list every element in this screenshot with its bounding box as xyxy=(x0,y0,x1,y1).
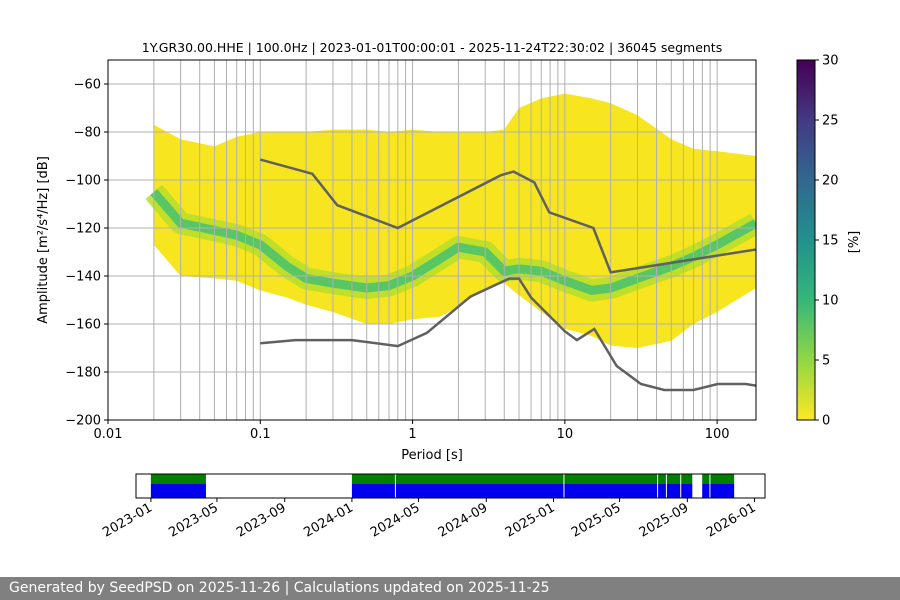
footer-bar: Generated by SeedPSD on 2025-11-26 | Cal… xyxy=(0,577,900,600)
y-axis-ticks: −200 −180 −160 −140 −120 −100 −80 −60 xyxy=(65,78,108,429)
x-tick-label: 10 xyxy=(557,427,574,442)
timeline-bar-availability-blue xyxy=(150,484,206,498)
horizontal-gridlines xyxy=(108,83,756,420)
timeline-tick-label: 2023-01 xyxy=(100,500,155,540)
colorbar-tick-label: 10 xyxy=(822,294,839,309)
timeline-tick-label: 2023-05 xyxy=(166,500,221,540)
x-tick-label: 100 xyxy=(705,427,730,442)
timeline-tick-label: 2024-09 xyxy=(436,500,491,540)
timeline-bar-availability-green xyxy=(351,474,693,484)
y-tick-label: −180 xyxy=(65,366,101,381)
x-tick-label: 0.01 xyxy=(94,427,123,442)
colorbar: 0 5 10 15 20 25 30 [%] xyxy=(796,54,862,429)
colorbar-tick-label: 5 xyxy=(822,354,830,369)
y-tick-label: −80 xyxy=(74,126,101,141)
timeline-tick-label: 2026-01 xyxy=(704,500,759,540)
y-axis-label: Amplitude [m²/s⁴/Hz] [dB] xyxy=(36,156,51,324)
colorbar-ticks: 0 5 10 15 20 25 30 xyxy=(815,54,839,429)
y-tick-label: −120 xyxy=(65,222,101,237)
chart-title: 1Y.GR30.00.HHE | 100.0Hz | 2023-01-01T00… xyxy=(142,40,722,55)
y-tick-label: −200 xyxy=(65,414,101,429)
colorbar-tick-label: 25 xyxy=(822,114,839,129)
timeline-bars xyxy=(150,474,735,498)
timeline-tick-label: 2025-05 xyxy=(569,500,624,540)
timeline-bar-availability-blue xyxy=(702,484,735,498)
colorbar-gradient xyxy=(796,59,816,421)
timeline-bar-availability-blue xyxy=(351,484,693,498)
colorbar-label: [%] xyxy=(847,231,862,254)
y-tick-label: −100 xyxy=(65,174,101,189)
plot-frame xyxy=(107,59,757,421)
timeline-bar-availability-green xyxy=(702,474,735,484)
psd-plot-area xyxy=(107,59,757,421)
psd-chart: 1Y.GR30.00.HHE | 100.0Hz | 2023-01-01T00… xyxy=(36,40,862,541)
nhnm-curve xyxy=(259,158,756,274)
timeline-tick-label: 2024-05 xyxy=(368,500,423,540)
y-tick-label: −160 xyxy=(65,318,101,333)
timeline-tick-label: 2025-09 xyxy=(637,500,692,540)
colorbar-tick-label: 0 xyxy=(822,414,830,429)
vertical-gridlines xyxy=(108,60,718,420)
colorbar-tick-label: 15 xyxy=(822,234,839,249)
nlnm-curve xyxy=(260,277,756,392)
y-tick-label: −60 xyxy=(74,78,101,93)
x-tick-label: 0.1 xyxy=(250,427,271,442)
availability-timeline: 2023-01 2023-05 2023-09 2024-01 2024-05 2024-… xyxy=(100,473,766,541)
y-tick-label: −140 xyxy=(65,270,101,285)
colorbar-tick-label: 30 xyxy=(822,54,839,69)
timeline-bar-availability-green xyxy=(150,474,206,484)
timeline-tick-label: 2025-01 xyxy=(503,500,558,540)
timeline-frame xyxy=(135,473,766,499)
footer-text: Generated by SeedPSD on 2025-11-26 | Cal… xyxy=(9,580,550,596)
x-axis-ticks: 0.01 0.1 1 10 100 xyxy=(94,420,730,442)
x-axis-label: Period [s] xyxy=(401,448,463,463)
colorbar-tick-label: 20 xyxy=(822,174,839,189)
x-tick-label: 1 xyxy=(408,427,416,442)
timeline-tick-label: 2024-01 xyxy=(301,500,356,540)
timeline-ticks: 2023-01 2023-05 2023-09 2024-01 2024-05 2024-… xyxy=(100,498,759,541)
timeline-tick-label: 2023-09 xyxy=(234,500,289,540)
